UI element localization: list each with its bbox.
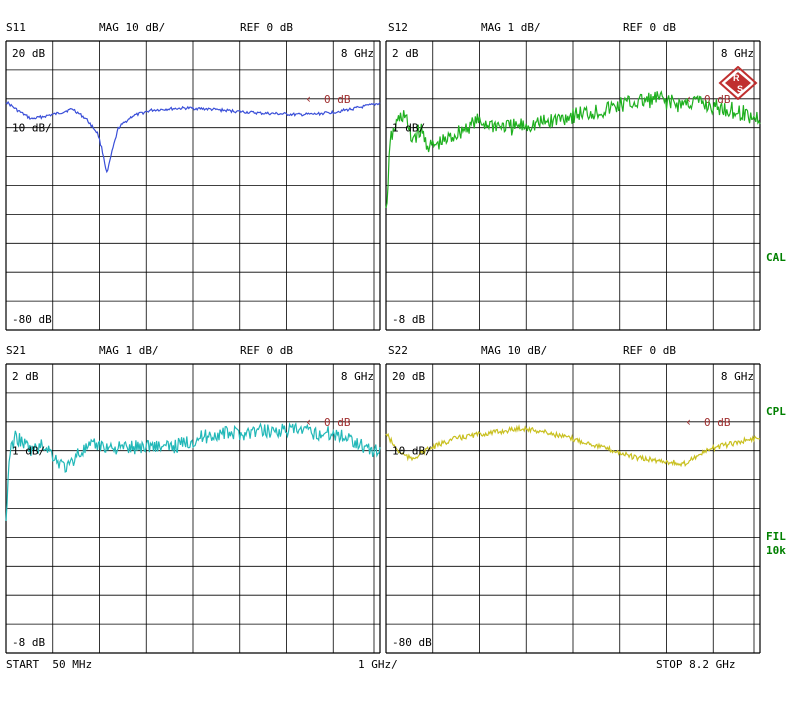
s22-ref-label: 0 dB: [704, 416, 731, 429]
s11-bottom-label: -80 dB: [12, 313, 52, 326]
s22-plot: ‹ 0 dB 20 dB 8 GHz 10 dB/ -80 dB: [385, 363, 761, 654]
s12-trace: [385, 90, 761, 209]
s11-trace: [5, 100, 381, 174]
s12-title: S12: [388, 21, 408, 34]
s11-title: S11: [6, 21, 26, 34]
s21-ref-header: REF 0 dB: [240, 344, 293, 357]
s11-ref-marker: ‹: [305, 92, 312, 106]
s21-chart: ‹ 0 dB 2 dB 8 GHz 1 dB/ -8 dB: [5, 363, 381, 654]
s22-chart: ‹ 0 dB 20 dB 8 GHz 10 dB/ -80 dB: [385, 363, 761, 654]
s12-ref-header: REF 0 dB: [623, 21, 676, 34]
s22-ref-header: REF 0 dB: [623, 344, 676, 357]
cpl-status: CPL: [766, 405, 786, 418]
s11-freq-label: 8 GHz: [341, 47, 374, 60]
s22-freq-label: 8 GHz: [721, 370, 754, 383]
svg-text:R: R: [733, 73, 740, 83]
s21-title: S21: [6, 344, 26, 357]
s11-chart: ‹ 0 dB 20 dB 8 GHz 10 dB/ -80 dB: [5, 40, 381, 331]
s21-bottom-label: -8 dB: [12, 636, 45, 649]
stop-frequency: STOP 8.2 GHz: [656, 658, 736, 671]
s12-bottom-label: -8 dB: [392, 313, 425, 326]
s11-ref-header: REF 0 dB: [240, 21, 293, 34]
s22-title: S22: [388, 344, 408, 357]
s21-scale-label: 1 dB/: [12, 445, 45, 458]
s12-chart: ‹ 0 dB 2 dB 8 GHz 1 dB/ -8 dB: [385, 40, 761, 331]
s11-plot: ‹ 0 dB 20 dB 8 GHz 10 dB/ -80 dB: [5, 40, 381, 331]
s12-ref-marker: ‹: [685, 92, 692, 106]
fil-status: FIL: [766, 530, 786, 543]
s11-ref-label: 0 dB: [324, 93, 351, 106]
s21-top-label: 2 dB: [12, 370, 39, 383]
s11-mag-header: MAG 10 dB/: [99, 21, 166, 34]
s12-plot: ‹ 0 dB 2 dB 8 GHz 1 dB/ -8 dB: [385, 40, 761, 331]
s12-scale-label: 1 dB/: [392, 122, 425, 135]
s22-scale-label: 10 dB/: [392, 445, 432, 458]
cal-status: CAL: [766, 251, 786, 264]
s21-ref-marker: ‹: [305, 415, 312, 429]
s11-top-label: 20 dB: [12, 47, 45, 60]
s12-ref-label: 0 dB: [704, 93, 731, 106]
rohde-schwarz-logo: R S: [718, 66, 758, 100]
s21-ref-label: 0 dB: [324, 416, 351, 429]
s22-trace: [385, 424, 761, 468]
s22-ref-marker: ‹: [685, 415, 692, 429]
s21-mag-header: MAG 1 dB/: [99, 344, 159, 357]
s22-mag-header: MAG 10 dB/: [481, 344, 548, 357]
svg-text:S: S: [737, 84, 743, 94]
s22-top-label: 20 dB: [392, 370, 425, 383]
s11-scale-label: 10 dB/: [12, 122, 52, 135]
s22-bottom-label: -80 dB: [392, 636, 432, 649]
s12-freq-label: 8 GHz: [721, 47, 754, 60]
s21-trace: [5, 421, 381, 521]
frequency-per-division: 1 GHz/: [358, 658, 398, 671]
s12-mag-header: MAG 1 dB/: [481, 21, 541, 34]
fil-value: 10k: [766, 544, 786, 557]
s21-freq-label: 8 GHz: [341, 370, 374, 383]
start-frequency: START 50 MHz: [6, 658, 93, 671]
s12-top-label: 2 dB: [392, 47, 419, 60]
s21-plot: ‹ 0 dB 2 dB 8 GHz 1 dB/ -8 dB: [5, 363, 381, 654]
